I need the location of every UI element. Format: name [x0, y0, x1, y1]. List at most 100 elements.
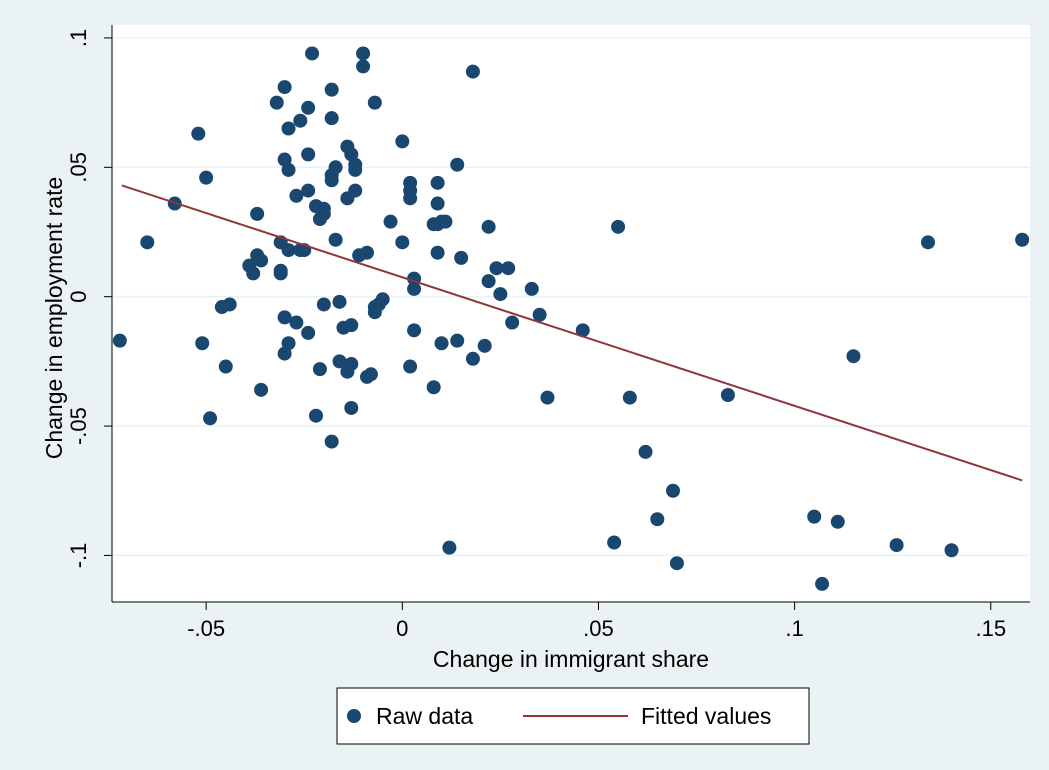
y-tick-label-3: .05: [66, 152, 91, 183]
data-point-106: [501, 261, 516, 276]
data-point-99: [465, 64, 480, 79]
data-point-121: [815, 576, 830, 591]
data-point-11: [246, 266, 261, 281]
data-point-91: [430, 175, 445, 190]
data-point-113: [611, 219, 626, 234]
gridlines: [112, 37, 1030, 557]
data-point-112: [607, 535, 622, 550]
x-tick-label-2: .05: [583, 616, 614, 641]
data-point-41: [312, 362, 327, 377]
data-point-102: [481, 219, 496, 234]
raw-data-points: [112, 46, 1030, 591]
data-point-84: [407, 281, 422, 296]
legend: Raw data Fitted values: [336, 687, 810, 745]
data-point-44: [316, 297, 331, 312]
data-point-104: [489, 261, 504, 276]
data-point-19: [273, 263, 288, 278]
x-axis-label: Change in immigrant share: [433, 646, 709, 672]
data-point-122: [830, 514, 845, 529]
data-point-124: [889, 538, 904, 553]
data-point-25: [281, 162, 296, 177]
data-point-76: [383, 214, 398, 229]
data-point-27: [281, 336, 296, 351]
plot-area: [112, 25, 1030, 602]
data-point-81: [403, 183, 418, 198]
y-axis-label: Change in employment rate: [41, 177, 67, 460]
fitted-line-group: [121, 184, 1023, 482]
data-point-123: [846, 349, 861, 364]
data-point-66: [356, 46, 371, 61]
data-point-61: [344, 400, 359, 415]
data-point-67: [356, 59, 371, 74]
data-point-77: [395, 134, 410, 149]
data-point-86: [426, 380, 441, 395]
data-point-5: [199, 170, 214, 185]
data-point-36: [301, 325, 316, 340]
data-point-100: [465, 351, 480, 366]
data-point-95: [442, 540, 457, 555]
data-point-101: [477, 338, 492, 353]
data-point-23: [277, 310, 292, 325]
data-point-46: [324, 111, 339, 126]
data-point-63: [348, 162, 363, 177]
y-tick-label-1: -.05: [66, 407, 91, 445]
data-point-1: [140, 235, 155, 250]
data-point-20: [277, 80, 292, 95]
data-point-49: [324, 434, 339, 449]
data-point-4: [195, 336, 210, 351]
data-point-53: [332, 354, 347, 369]
data-point-35: [301, 183, 316, 198]
data-point-15: [254, 382, 269, 397]
data-point-39: [309, 408, 323, 423]
data-point-8: [218, 359, 233, 374]
y-tick-label-4: .1: [66, 29, 91, 47]
data-point-78: [395, 235, 410, 250]
data-point-107: [505, 315, 520, 330]
data-point-45: [324, 82, 339, 97]
x-tick-label-0: -.05: [187, 616, 225, 641]
data-point-94: [434, 336, 449, 351]
data-point-12: [250, 206, 265, 221]
data-point-119: [720, 388, 735, 403]
data-point-64: [348, 183, 363, 198]
data-point-110: [540, 390, 555, 405]
data-point-0: [112, 333, 127, 348]
axes: [111, 25, 1030, 603]
data-point-70: [363, 367, 378, 382]
data-point-30: [293, 113, 308, 128]
data-point-75: [375, 292, 390, 307]
data-point-96: [450, 333, 465, 348]
data-point-127: [1015, 232, 1030, 247]
legend-label-raw-data: Raw data: [376, 703, 473, 729]
x-axis-ticks: -.05 0 .05 .1 .15: [187, 602, 1006, 641]
data-point-14: [254, 253, 269, 268]
data-point-114: [622, 390, 637, 405]
data-point-37: [305, 46, 320, 61]
y-tick-label-0: -.1: [66, 543, 91, 569]
data-point-126: [944, 543, 959, 558]
data-point-120: [807, 509, 822, 524]
data-point-109: [532, 307, 547, 322]
data-point-50: [328, 160, 343, 175]
data-point-3: [191, 126, 206, 141]
data-point-48: [324, 173, 339, 188]
data-point-16: [269, 95, 284, 110]
data-point-43: [316, 206, 331, 221]
y-tick-label-2: 0: [66, 291, 91, 303]
data-point-52: [332, 294, 347, 309]
data-point-93: [438, 214, 453, 229]
data-point-105: [493, 287, 508, 302]
data-point-118: [669, 556, 684, 571]
data-point-24: [281, 121, 296, 136]
data-point-108: [524, 281, 539, 296]
data-point-28: [289, 188, 304, 203]
data-point-111: [575, 323, 590, 338]
data-point-97: [450, 157, 465, 172]
data-point-29: [289, 315, 304, 330]
data-point-115: [638, 444, 653, 459]
data-point-6: [203, 411, 218, 426]
data-point-60: [344, 356, 359, 371]
data-point-26: [281, 243, 296, 258]
data-point-51: [328, 232, 343, 247]
data-point-116: [650, 512, 665, 527]
